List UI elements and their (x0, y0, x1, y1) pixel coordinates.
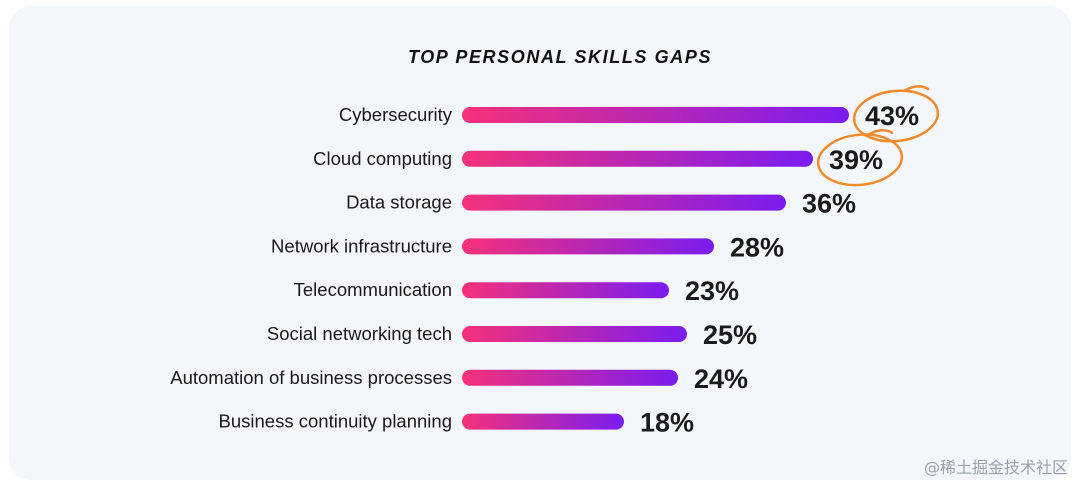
category-label-network-infrastructure: Network infrastructure (271, 235, 452, 256)
category-label-business-continuity-planning: Business continuity planning (219, 411, 452, 432)
bar-business-continuity-planning (462, 413, 624, 430)
value-label-automation-of-business-processes: 24% (694, 364, 748, 394)
value-label-cybersecurity: 43% (865, 101, 919, 131)
bar-telecommunication (462, 282, 669, 299)
value-label-cloud-computing: 39% (829, 145, 883, 175)
value-label-telecommunication: 23% (685, 276, 739, 306)
bar-automation-of-business-processes (462, 369, 678, 386)
category-label-data-storage: Data storage (346, 192, 452, 213)
category-label-social-networking-tech: Social networking tech (267, 323, 452, 344)
value-label-business-continuity-planning: 18% (640, 408, 694, 438)
category-label-cybersecurity: Cybersecurity (339, 104, 453, 125)
chart-title: TOP PERSONAL SKILLS GAPS (407, 47, 713, 67)
category-label-cloud-computing: Cloud computing (313, 148, 452, 169)
highlight-stroke-cloud-computing (866, 129, 894, 137)
value-label-data-storage: 36% (802, 189, 856, 219)
highlight-stroke-cybersecurity (902, 85, 930, 93)
bar-social-networking-tech (462, 326, 687, 342)
highlight-circle-cloud-computing (816, 133, 904, 187)
bar-cloud-computing (462, 150, 813, 167)
highlight-circle-cybersecurity (852, 89, 940, 143)
bar-network-infrastructure (462, 238, 714, 255)
bar-data-storage (462, 194, 786, 211)
category-label-telecommunication: Telecommunication (294, 279, 452, 300)
bar-cybersecurity (462, 107, 849, 123)
watermark-text: @稀土掘金技术社区 (923, 458, 1068, 477)
value-label-network-infrastructure: 28% (730, 232, 784, 262)
category-label-automation-of-business-processes: Automation of business processes (170, 367, 452, 388)
value-label-social-networking-tech: 25% (703, 320, 757, 350)
